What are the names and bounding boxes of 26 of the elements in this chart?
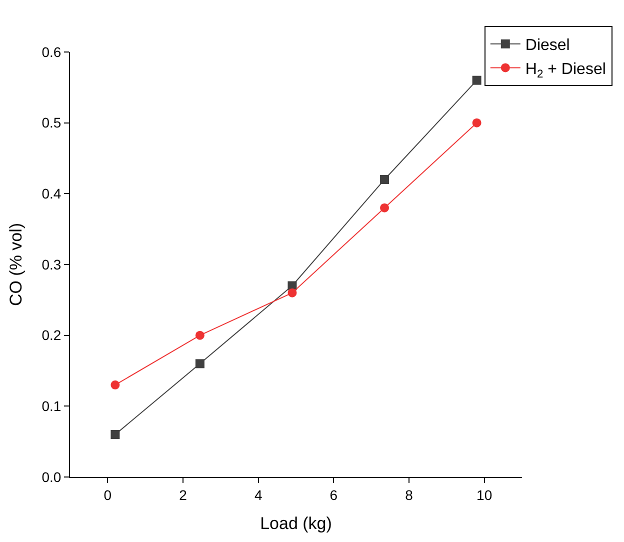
y-tick-label: 0.6: [42, 44, 62, 60]
y-tick-label: 0.2: [42, 327, 62, 344]
x-tick-label: 2: [179, 486, 188, 503]
point: [110, 430, 120, 439]
y-tick-label: 0.5: [42, 114, 62, 131]
x-axis-title: Load (kg): [260, 514, 332, 534]
y-tick-label: 0.3: [42, 256, 62, 272]
x-tick-label: 10: [476, 486, 492, 503]
legend-label: Diesel: [525, 37, 570, 54]
x-tick-label: 8: [405, 486, 414, 503]
point: [472, 76, 482, 85]
x-tick-label: 4: [254, 486, 262, 503]
y-axis-title: CO (% vol): [6, 222, 26, 306]
point: [195, 359, 204, 368]
point: [288, 288, 297, 298]
y-tick-label: 0.4: [42, 186, 62, 202]
legend-label: H$_{2}$ + Diesel: [525, 60, 606, 80]
point: [380, 175, 390, 184]
y-tick-label: 0.1: [42, 398, 62, 414]
y-tick-label: 0.0: [42, 468, 62, 485]
point: [195, 330, 204, 340]
x-tick-label: 0: [104, 486, 112, 503]
point: [110, 380, 120, 390]
point: [380, 203, 390, 212]
x-tick-label: 6: [330, 486, 338, 503]
point: [472, 118, 482, 128]
